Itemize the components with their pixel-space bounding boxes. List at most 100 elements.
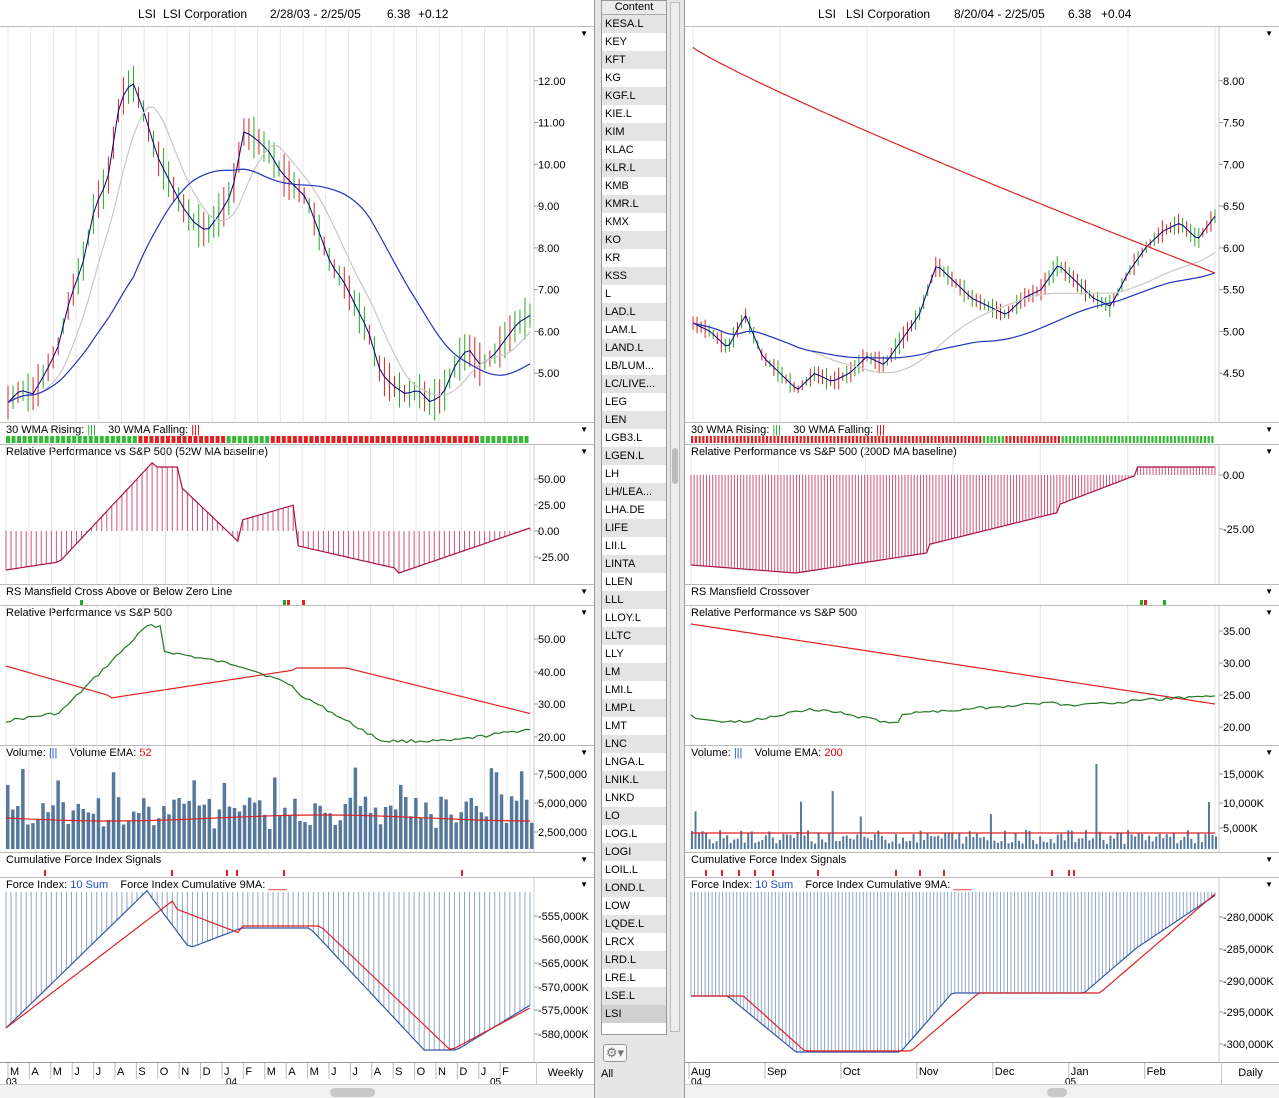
volume-pane[interactable]: Volume: ||| Volume EMA: 52 ▼ 7,500,000 5,…: [0, 746, 594, 853]
list-item[interactable]: KIM: [602, 123, 666, 141]
all-filter[interactable]: All: [601, 1068, 614, 1080]
cfi-pane[interactable]: Cumulative Force Index Signals ▼: [685, 853, 1279, 878]
rp-pane[interactable]: Relative Performance vs S&P 500 ▼ 35.00 3…: [685, 606, 1279, 746]
weekly-chart[interactable]: LSI LSI Corporation 2/28/03 - 2/25/05 6.…: [0, 0, 594, 1098]
pane-menu-icon[interactable]: ▼: [580, 29, 588, 38]
list-item[interactable]: LOG.L: [605, 828, 638, 840]
list-item[interactable]: KO: [602, 231, 666, 249]
timeframe-label[interactable]: Weekly: [536, 1062, 594, 1084]
list-item[interactable]: KLR.L: [602, 159, 666, 177]
volume-pane[interactable]: Volume: ||| Volume EMA: 200 ▼ 15,000K 10,…: [685, 746, 1279, 853]
force-index-pane[interactable]: Force Index: 10 Sum Force Index Cumulati…: [690, 878, 1274, 1062]
list-item[interactable]: LNKD: [605, 792, 635, 804]
list-item[interactable]: LHA.DE: [605, 504, 645, 516]
list-item[interactable]: LOIL.L: [605, 864, 639, 876]
pane-menu-icon[interactable]: ▼: [1265, 608, 1273, 617]
pane-menu-icon[interactable]: ▼: [580, 425, 588, 434]
pane-menu-icon[interactable]: ▼: [1265, 748, 1273, 757]
rp-pane[interactable]: Relative Performance vs S&P 500 ▼ 50.00 4…: [0, 606, 594, 746]
list-item[interactable]: LLOY.L: [605, 612, 641, 624]
list-item[interactable]: LRE.L: [605, 972, 636, 984]
timeframe-label[interactable]: Daily: [1221, 1062, 1279, 1084]
pane-menu-icon[interactable]: ▼: [1265, 425, 1273, 434]
list-item[interactable]: KG: [605, 72, 621, 84]
list-item[interactable]: LEN: [602, 411, 666, 429]
list-item[interactable]: LMI.L: [605, 684, 633, 696]
list-item[interactable]: KMX: [605, 216, 629, 228]
list-item[interactable]: LM: [602, 663, 666, 681]
gear-icon[interactable]: ⚙▾: [603, 1044, 627, 1062]
horizontal-scrollbar[interactable]: [0, 1084, 594, 1098]
list-item[interactable]: KFT: [602, 51, 666, 69]
wma-pane[interactable]: 30 WMA Rising: ||| 30 WMA Falling: ||| ▼: [685, 423, 1279, 445]
pane-menu-icon[interactable]: ▼: [580, 880, 588, 889]
list-header[interactable]: Content: [602, 1, 666, 15]
list-scrollbar[interactable]: [670, 2, 680, 1032]
pane-menu-icon[interactable]: ▼: [1265, 880, 1273, 889]
list-item[interactable]: LOW: [605, 900, 631, 912]
list-item[interactable]: LOGI: [602, 843, 666, 861]
list-item[interactable]: KESA.L: [602, 15, 666, 33]
rsm-pane[interactable]: RS Mansfield Crossover ▼: [685, 585, 1279, 606]
list-item[interactable]: LO: [602, 807, 666, 825]
list-item[interactable]: LLY: [605, 648, 624, 660]
pane-menu-icon[interactable]: ▼: [580, 447, 588, 456]
list-item[interactable]: LMT: [605, 720, 627, 732]
scroll-thumb[interactable]: [330, 1088, 375, 1097]
list-item[interactable]: LH/LEA...: [602, 483, 666, 501]
price-pane[interactable]: ▼ 12.00 11.00 10.00 9.00 8.00 7.00 6.00 5.00: [0, 27, 594, 423]
list-item[interactable]: LLEN: [605, 576, 633, 588]
list-item[interactable]: KSS: [602, 267, 666, 285]
cfi-pane[interactable]: Cumulative Force Index Signals ▼: [0, 853, 594, 878]
pane-menu-icon[interactable]: ▼: [1265, 587, 1273, 596]
list-item[interactable]: KMR.L: [602, 195, 666, 213]
list-item[interactable]: LRD.L: [602, 951, 666, 969]
list-scroll-thumb[interactable]: [672, 448, 678, 484]
force-index-pane[interactable]: Force Index: 10 Sum Force Index Cumulati…: [0, 878, 594, 1062]
list-item[interactable]: LGEN.L: [602, 447, 666, 465]
symbol-list[interactable]: Content KENZ.LKESA.LKEYKFTKGKGF.LKIE.LKI…: [601, 0, 667, 1035]
list-item[interactable]: LC/LIVE...: [602, 375, 666, 393]
pane-menu-icon[interactable]: ▼: [1265, 855, 1273, 864]
list-item[interactable]: LB/LUM...: [605, 360, 654, 372]
list-item[interactable]: LQDE.L: [602, 915, 666, 933]
list-item[interactable]: LSE.L: [602, 987, 666, 1005]
list-item[interactable]: KGF.L: [602, 87, 666, 105]
wma-pane[interactable]: 30 WMA Rising: ||| 30 WMA Falling: ||| ▼: [0, 423, 594, 445]
rp52-pane[interactable]: Relative Performance vs S&P 500 (200D MA…: [685, 445, 1279, 585]
list-item[interactable]: LINTA: [602, 555, 666, 573]
list-item[interactable]: L: [605, 288, 612, 300]
rsm-pane[interactable]: RS Mansfield Cross Above or Below Zero L…: [0, 585, 594, 606]
list-item[interactable]: LAM.L: [605, 324, 637, 336]
horizontal-scrollbar[interactable]: [685, 1084, 1279, 1098]
pane-menu-icon[interactable]: ▼: [1265, 29, 1273, 38]
list-item[interactable]: LSI: [602, 1005, 666, 1023]
pane-menu-icon[interactable]: ▼: [1265, 447, 1273, 456]
pane-menu-icon[interactable]: ▼: [580, 608, 588, 617]
list-item[interactable]: LAD.L: [602, 303, 666, 321]
list-item[interactable]: LGB3.L: [605, 432, 643, 444]
rp52-pane[interactable]: Relative Performance vs S&P 500 (52W MA …: [0, 445, 594, 585]
list-item[interactable]: LAND.L: [602, 339, 666, 357]
list-item[interactable]: LLTC: [602, 627, 666, 645]
price-pane[interactable]: ▼ 8.00 7.50 7.00 6.50 6.00 5.50 5.00 4.50: [685, 27, 1279, 423]
list-item[interactable]: LMP.L: [602, 699, 666, 717]
list-item[interactable]: LOND.L: [602, 879, 666, 897]
list-item[interactable]: KMB: [605, 180, 629, 192]
list-item[interactable]: KEY: [605, 36, 628, 48]
list-item[interactable]: LH: [605, 468, 620, 480]
pane-menu-icon[interactable]: ▼: [580, 748, 588, 757]
list-item[interactable]: LNC: [602, 735, 666, 753]
list-item[interactable]: LII.L: [605, 540, 627, 552]
list-item[interactable]: LRCX: [605, 936, 635, 948]
list-item[interactable]: LLL: [602, 591, 666, 609]
list-item[interactable]: KR: [605, 252, 621, 264]
list-item[interactable]: LIFE: [602, 519, 666, 537]
list-item[interactable]: LNGA.L: [605, 756, 645, 768]
list-item[interactable]: LNIK.L: [602, 771, 666, 789]
list-item[interactable]: KIE.L: [605, 108, 632, 120]
scroll-thumb[interactable]: [1047, 1088, 1067, 1097]
daily-chart[interactable]: LSI LSI Corporation 8/20/04 - 2/25/05 6.…: [685, 0, 1279, 1098]
pane-menu-icon[interactable]: ▼: [580, 587, 588, 596]
list-item[interactable]: LEG: [605, 396, 628, 408]
